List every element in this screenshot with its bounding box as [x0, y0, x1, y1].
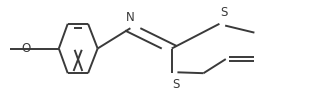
Text: S: S [221, 6, 228, 19]
Text: N: N [126, 11, 135, 24]
Text: O: O [21, 42, 30, 55]
Text: S: S [173, 78, 180, 91]
